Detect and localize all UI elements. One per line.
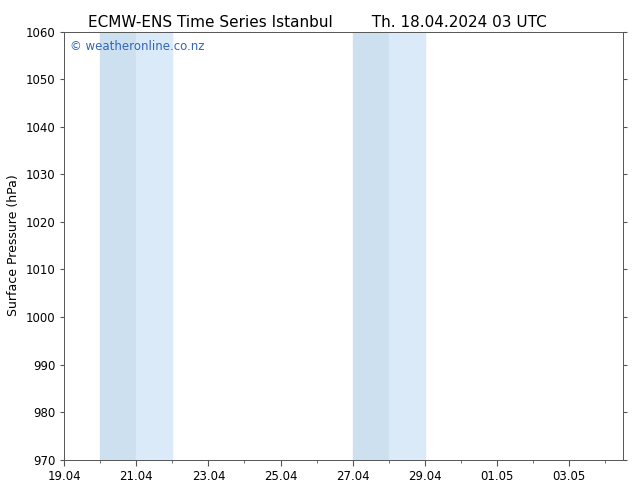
Bar	[353, 31, 389, 460]
Text: © weatheronline.co.nz: © weatheronline.co.nz	[70, 40, 204, 53]
Text: ECMW-ENS Time Series Istanbul        Th. 18.04.2024 03 UTC: ECMW-ENS Time Series Istanbul Th. 18.04.…	[87, 15, 547, 30]
Bar	[389, 31, 425, 460]
Bar	[136, 31, 172, 460]
Y-axis label: Surface Pressure (hPa): Surface Pressure (hPa)	[7, 175, 20, 317]
Bar	[100, 31, 136, 460]
